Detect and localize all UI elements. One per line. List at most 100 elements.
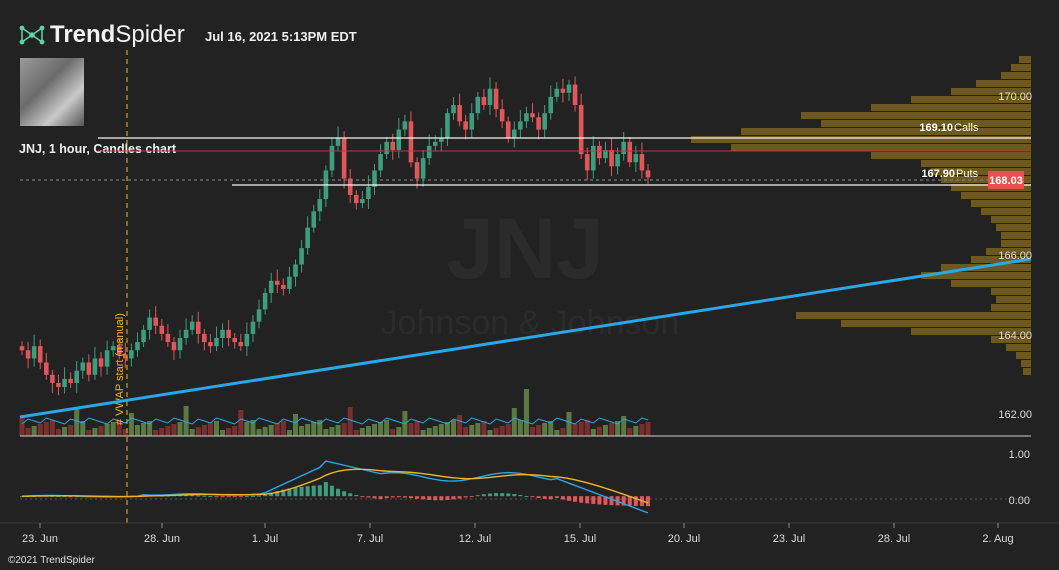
last-price-badge bbox=[988, 171, 1024, 189]
candle-body bbox=[457, 105, 462, 122]
macd-histogram-bar bbox=[329, 485, 334, 497]
volume-bar bbox=[475, 423, 481, 436]
volume-bar bbox=[280, 421, 286, 436]
volume-profile-bar bbox=[1001, 240, 1031, 247]
candle-body bbox=[171, 342, 177, 351]
macd-histogram-bar bbox=[287, 488, 292, 497]
volume-bar bbox=[554, 430, 560, 436]
candle-body bbox=[98, 358, 104, 367]
candle-body bbox=[80, 362, 86, 371]
macd-histogram-bar bbox=[269, 492, 274, 497]
volume-bar bbox=[43, 422, 49, 436]
user-avatar-photo bbox=[20, 58, 84, 126]
macd-histogram-bar bbox=[202, 495, 207, 497]
macd-histogram-bar bbox=[317, 485, 322, 497]
candle-body bbox=[505, 121, 511, 138]
candle-body bbox=[548, 96, 554, 114]
volume-bar bbox=[530, 427, 536, 436]
y-tick-label: 164.00 bbox=[998, 330, 1032, 342]
trendline[interactable] bbox=[19, 257, 1032, 419]
volume-bar bbox=[226, 428, 232, 436]
brand-name-light: Spider bbox=[115, 21, 185, 48]
volume-bar bbox=[372, 424, 378, 436]
macd-histogram-bar bbox=[190, 495, 195, 497]
candle-body bbox=[402, 121, 408, 130]
volume-bar bbox=[189, 429, 195, 436]
puts-level-label: Puts bbox=[956, 168, 979, 180]
volume-bar bbox=[274, 423, 280, 436]
x-tick-label: 2. Aug bbox=[982, 533, 1013, 545]
volume-bar bbox=[98, 426, 104, 436]
macd-histogram-bar bbox=[244, 496, 249, 498]
candle-body bbox=[341, 137, 347, 179]
candle-body bbox=[31, 346, 37, 359]
volume-profile-bar bbox=[991, 216, 1031, 223]
candle-body bbox=[420, 158, 426, 179]
macd-histogram-bar bbox=[579, 496, 584, 503]
volume-bar bbox=[566, 412, 572, 436]
candle-body bbox=[141, 329, 146, 343]
candle-body bbox=[226, 329, 231, 338]
candle-body bbox=[566, 84, 572, 93]
candle-body bbox=[542, 113, 547, 130]
macd-histogram-bar bbox=[591, 496, 596, 504]
volume-bar bbox=[134, 425, 140, 436]
symbol-description: JNJ, 1 hour, Candles chart bbox=[19, 142, 176, 156]
macd-histogram-bar bbox=[372, 496, 377, 499]
macd-histogram-bar bbox=[62, 496, 67, 498]
volume-profile-bar bbox=[996, 224, 1031, 231]
x-tick-label: 23. Jun bbox=[22, 533, 58, 545]
volume-bar bbox=[426, 428, 432, 436]
volume-bar bbox=[341, 423, 347, 436]
macd-histogram-bar bbox=[396, 496, 401, 498]
macd-y-tick-label: 0.00 bbox=[1009, 495, 1030, 507]
volume-bar bbox=[457, 415, 463, 436]
volume-bar bbox=[80, 421, 86, 436]
volume-bar bbox=[128, 413, 134, 436]
volume-bar bbox=[615, 421, 621, 436]
candle-body bbox=[123, 354, 128, 359]
macd-histogram-bar bbox=[336, 488, 341, 497]
macd-histogram-bar bbox=[360, 496, 365, 498]
volume-bar bbox=[451, 420, 457, 436]
volume-profile-bar bbox=[1021, 360, 1031, 367]
x-tick-label: 12. Jul bbox=[459, 533, 491, 545]
macd-histogram-bar bbox=[427, 496, 432, 500]
candle-body bbox=[603, 150, 608, 159]
volume-bar bbox=[207, 423, 213, 436]
chart-timestamp: Jul 16, 2021 5:13PM EDT bbox=[205, 29, 357, 44]
candle-body bbox=[317, 199, 323, 212]
candle-body bbox=[578, 105, 584, 155]
candle-body bbox=[68, 378, 73, 383]
candle-body bbox=[432, 141, 438, 146]
candle-body bbox=[439, 137, 444, 142]
volume-profile-bar bbox=[1006, 344, 1031, 351]
volume-bar bbox=[68, 425, 74, 436]
candle-body bbox=[238, 342, 244, 347]
volume-profile-bar bbox=[911, 96, 1031, 103]
volume-bar bbox=[384, 420, 390, 436]
candle-body bbox=[414, 162, 420, 179]
volume-bar bbox=[213, 421, 219, 436]
candle-body bbox=[530, 113, 535, 118]
macd-histogram-bar bbox=[530, 496, 535, 498]
macd-histogram-bar bbox=[433, 496, 438, 501]
candle-body bbox=[499, 109, 505, 122]
volume-bar bbox=[220, 430, 226, 436]
candle-body bbox=[50, 374, 55, 383]
candle-body bbox=[390, 141, 396, 150]
macd-histogram-bar bbox=[196, 495, 201, 497]
calls-level-label: Calls bbox=[954, 122, 979, 134]
volume-bar bbox=[323, 429, 329, 436]
volume-bar bbox=[627, 428, 633, 436]
candle-body bbox=[335, 137, 341, 146]
volume-bar bbox=[444, 422, 450, 436]
volume-profile-bar bbox=[991, 304, 1031, 311]
volume-bar bbox=[183, 406, 189, 436]
volume-bar bbox=[86, 430, 92, 436]
macd-histogram-bar bbox=[646, 496, 650, 507]
volume-bar bbox=[639, 424, 645, 436]
macd-histogram-bar bbox=[68, 496, 73, 498]
candle-body bbox=[475, 96, 481, 114]
